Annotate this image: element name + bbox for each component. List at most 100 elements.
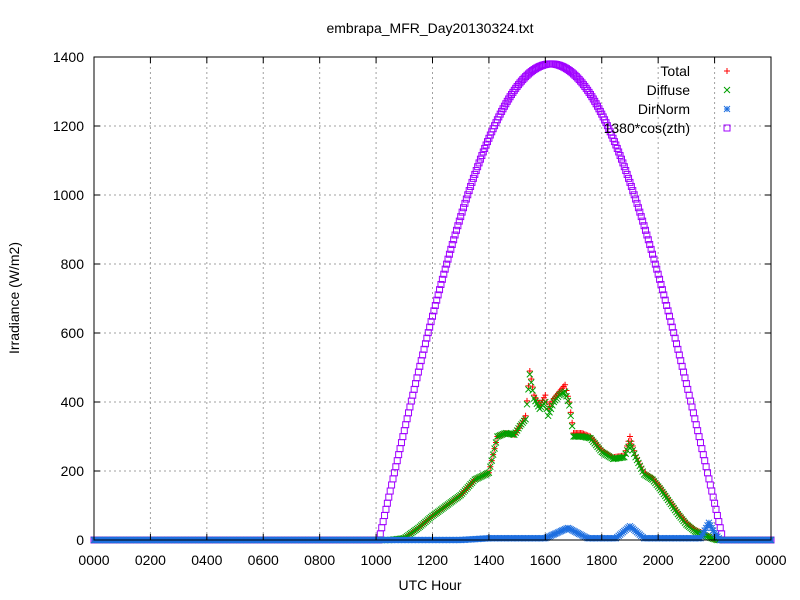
data-point [407,397,415,405]
data-point [531,392,538,399]
data-point [560,526,568,534]
data-point [657,280,665,288]
data-point [628,443,635,451]
data-point [484,470,491,477]
data-point [625,443,632,451]
data-point [543,534,551,541]
data-point [623,170,631,178]
grid-lines [94,57,771,540]
legend-marker [723,86,731,94]
data-point [413,374,421,382]
data-point [385,493,393,501]
data-point [701,527,709,534]
data-point [488,457,496,465]
data-point [525,385,532,393]
data-point [489,451,497,458]
data-point [388,481,396,489]
data-point [528,376,535,382]
data-point [399,433,407,441]
data-point [397,439,405,447]
x-tick-label: 0200 [135,552,166,568]
data-point [522,415,529,423]
data-point [431,301,439,309]
data-point [395,451,403,459]
data-point [628,438,635,445]
data-point [674,345,682,353]
legend-marker [724,68,730,74]
x-tick-label: 0600 [248,552,279,568]
data-point [474,163,482,171]
data-point [696,439,704,447]
data-point [378,524,386,532]
data-point [412,380,420,388]
data-point [523,400,531,408]
data-point [620,163,628,171]
data-point [400,427,408,435]
chart-title: embrapa_MFR_Day20130324.txt [326,20,533,36]
y-tick-label: 1400 [53,49,84,65]
data-point [410,385,418,393]
data-point [698,532,706,540]
x-axis-label: UTC Hour [398,577,461,593]
data-point [639,217,647,225]
data-point [393,457,401,465]
data-point [461,199,469,207]
data-point [540,394,547,401]
x-tick-label: 2200 [699,552,730,568]
legend-label: DirNorm [638,101,690,117]
y-tick-labels: 0 200 400 600 800 1000 1200 1400 [53,49,84,548]
data-point [406,403,414,411]
data-point [443,260,451,268]
data-point [479,148,487,156]
data-point [546,408,553,416]
data-point [619,159,627,167]
data-point [663,301,671,309]
data-point [558,527,566,534]
data-point [471,170,479,178]
data-point [450,236,458,244]
data-point [640,222,648,230]
data-point [695,433,703,441]
data-point [709,527,717,534]
data-point [526,367,533,374]
y-tick-label: 1200 [53,118,84,134]
data-point [627,182,635,190]
data-point [383,499,391,507]
data-point [682,380,690,388]
data-point [632,195,640,203]
data-point [561,388,569,396]
data-point [476,155,484,163]
data-point [664,307,672,315]
data-point [465,187,473,195]
data-point [541,398,549,406]
data-point [525,382,532,389]
data-point [694,427,702,435]
data-point [656,275,664,283]
data-point [452,226,460,234]
data-point [547,405,555,413]
plot-area [90,60,775,544]
data-point [622,167,630,175]
data-point [402,421,410,429]
data-point [551,530,559,538]
data-point [701,457,709,465]
data-point [448,241,456,249]
data-point [712,505,720,513]
data-point [554,529,562,536]
data-point [556,528,563,536]
data-point [569,419,576,426]
data-point [625,174,633,182]
data-point [661,296,669,304]
data-point [427,318,435,326]
x-tick-label: 0400 [191,552,222,568]
data-point [464,191,472,199]
data-point [688,403,696,411]
data-point [441,265,449,273]
data-point [462,195,470,203]
data-point [677,357,685,365]
data-point [619,454,627,461]
data-point [665,312,673,320]
data-point [658,286,666,294]
data-point [689,409,697,417]
data-point [649,250,657,258]
